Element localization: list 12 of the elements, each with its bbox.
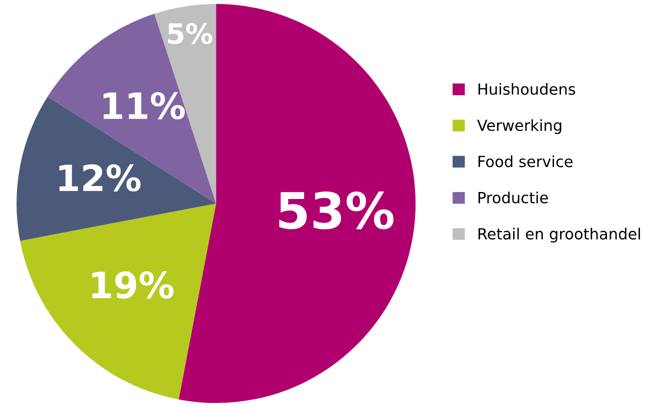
data-label: 11% [104,92,185,120]
legend-label: Huishoudens [478,83,576,95]
legend-label: Productie [478,192,548,204]
pie-slice [48,14,216,204]
data-label: 19% [92,271,174,299]
data-label: 12% [59,164,141,192]
legend-label: Food service [478,155,572,168]
pie-slice [20,204,216,400]
data-label: 53% [279,191,394,230]
legend-label: Verwerking [477,119,562,134]
data-label: 5% [168,23,212,44]
legend-label: Retail en groothandel [478,228,640,243]
